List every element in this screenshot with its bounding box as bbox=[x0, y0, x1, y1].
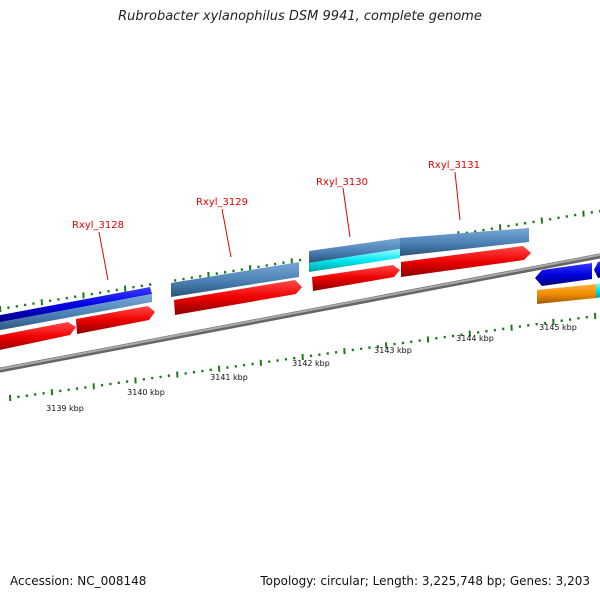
gene-label-rxyl-3128[interactable]: Rxyl_3128 bbox=[72, 220, 124, 231]
scale-label-3143: 3143 kbp bbox=[374, 346, 412, 355]
genome-summary-text: Topology: circular; Length: 3,225,748 bp… bbox=[260, 574, 590, 588]
gene-feature-right-blue[interactable] bbox=[535, 263, 592, 286]
gene-feature-rxyl-3130-steel[interactable] bbox=[309, 238, 400, 263]
inner-tick-track bbox=[9, 312, 597, 402]
gene-label-rxyl-3130[interactable]: Rxyl_3130 bbox=[316, 177, 368, 188]
genome-backbone bbox=[0, 253, 600, 373]
cds-arrow-rxyl-3128[interactable] bbox=[76, 306, 155, 334]
gene-feature-steel[interactable] bbox=[0, 294, 152, 332]
gene-feature-rxyl-3130-cyan[interactable] bbox=[309, 249, 400, 272]
gene-feature-rxyl-3131-steel[interactable] bbox=[400, 228, 529, 256]
scale-label-3144: 3144 kbp bbox=[456, 334, 494, 343]
accession-text: Accession: NC_008148 bbox=[10, 574, 147, 588]
gene-feature-right-blue-2[interactable] bbox=[594, 260, 600, 278]
cds-arrow-rxyl-3131[interactable] bbox=[401, 246, 531, 277]
scale-label-3140: 3140 kbp bbox=[127, 388, 165, 397]
cds-track bbox=[0, 246, 531, 352]
cds-arrow-rxyl-3129[interactable] bbox=[174, 280, 302, 315]
gene-feature-rxyl-3129-steel[interactable] bbox=[171, 262, 299, 297]
gene-labels: Rxyl_3128 Rxyl_3129 Rxyl_3130 Rxyl_3131 bbox=[72, 160, 480, 281]
gene-feature-blue[interactable] bbox=[0, 287, 152, 324]
forward-strand-track bbox=[0, 228, 600, 332]
gene-feature-right-orange[interactable] bbox=[537, 284, 596, 304]
gene-feature-right-cyan[interactable] bbox=[596, 282, 600, 298]
gene-label-rxyl-3129[interactable]: Rxyl_3129 bbox=[196, 197, 248, 208]
scale-label-3141: 3141 kbp bbox=[210, 373, 248, 382]
scale-label-3145: 3145 kbp bbox=[539, 323, 577, 332]
scale-label-3142: 3142 kbp bbox=[292, 359, 330, 368]
gene-label-rxyl-3131[interactable]: Rxyl_3131 bbox=[428, 160, 480, 171]
map-title: Rubrobacter xylanophilus DSM 9941, compl… bbox=[118, 9, 482, 24]
scale-label-3139: 3139 kbp bbox=[46, 404, 84, 413]
scale-labels: 3139 kbp 3140 kbp 3141 kbp 3142 kbp 3143… bbox=[46, 323, 577, 413]
cds-arrow-rxyl-3130[interactable] bbox=[312, 265, 400, 291]
cds-arrow[interactable] bbox=[0, 322, 76, 352]
